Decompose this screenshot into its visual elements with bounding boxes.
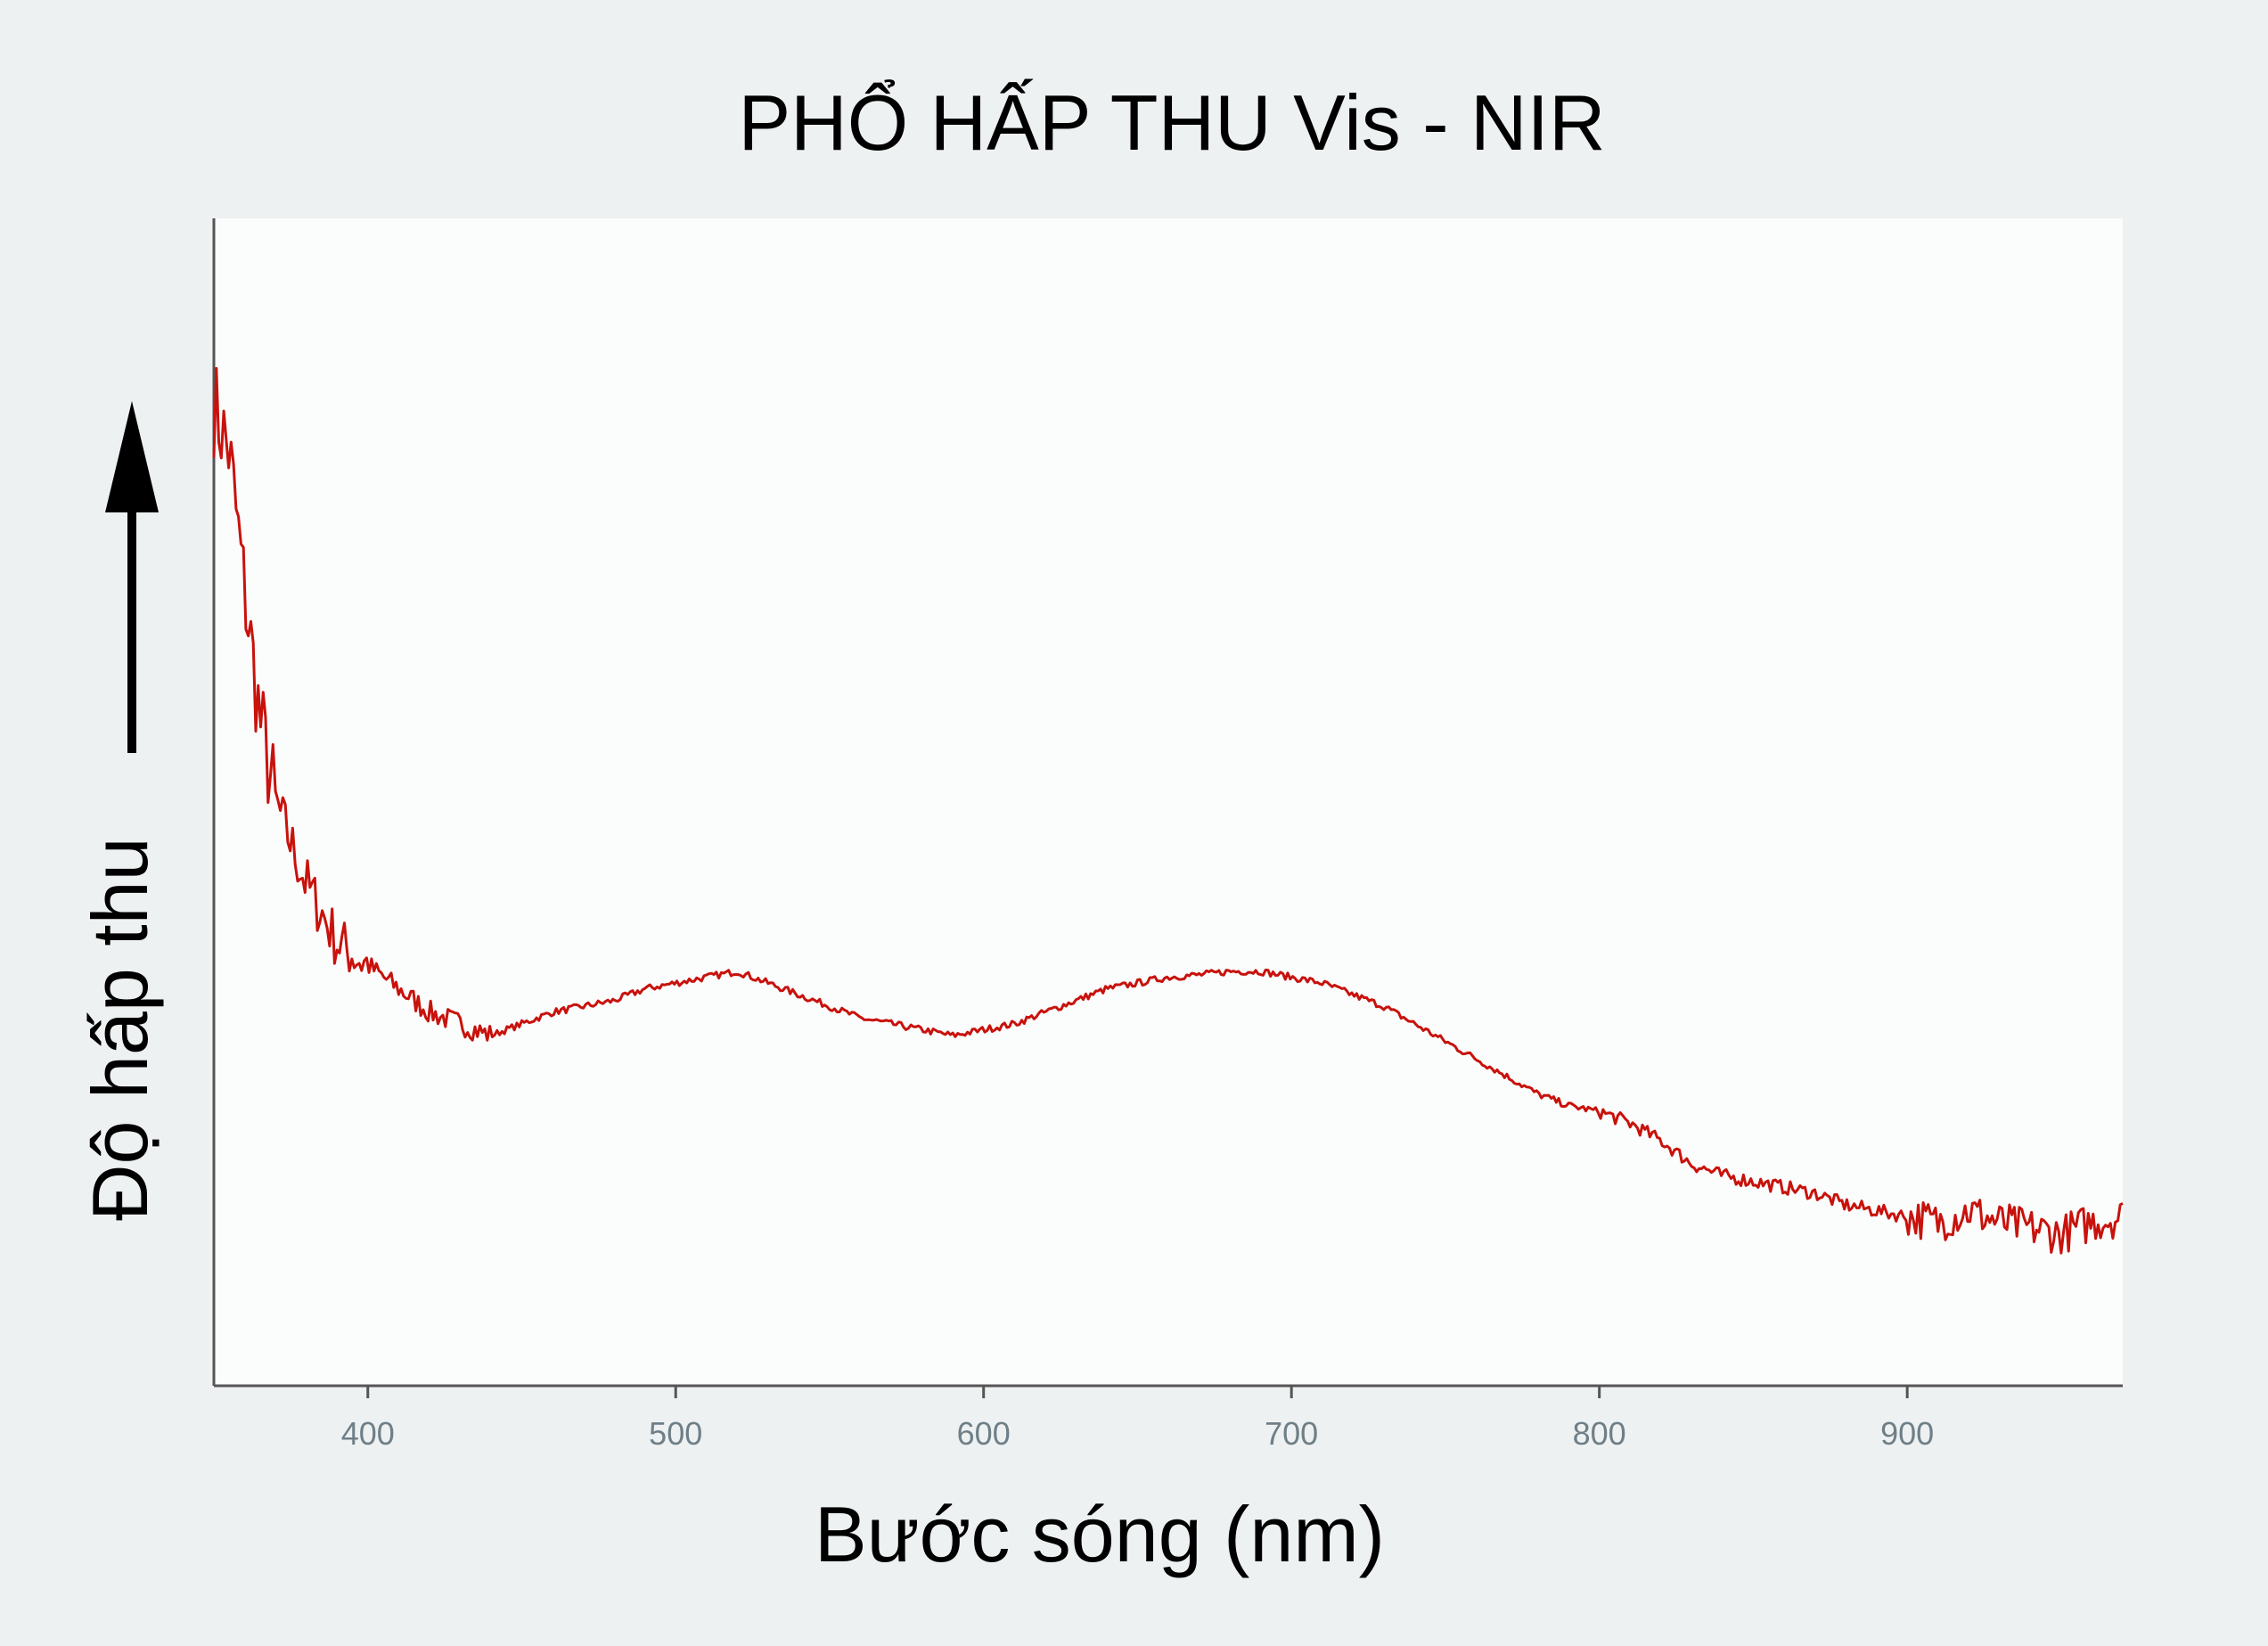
y-axis-label-group: Độ hấp thu [76, 837, 164, 1221]
x-tick-label: 600 [957, 1415, 1011, 1452]
chart-title: PHỔ HẤP THU Vis - NIR [738, 78, 1605, 167]
x-axis-label: Bước sóng (nm) [815, 1490, 1385, 1578]
x-tick-label: 400 [341, 1415, 395, 1452]
y-arrow-head-icon [105, 401, 159, 512]
x-tick-label: 900 [1880, 1415, 1934, 1452]
y-axis-label: Độ hấp thu [76, 837, 164, 1221]
x-tick-label: 800 [1573, 1415, 1626, 1452]
plot-background [214, 218, 2123, 1386]
y-axis-arrow [105, 401, 159, 753]
x-tick-label: 700 [1265, 1415, 1318, 1452]
x-tick-label: 500 [649, 1415, 702, 1452]
series-line [212, 366, 2124, 1255]
x-axis-ticks: 400 500 600 700 800 900 [341, 1386, 1934, 1452]
